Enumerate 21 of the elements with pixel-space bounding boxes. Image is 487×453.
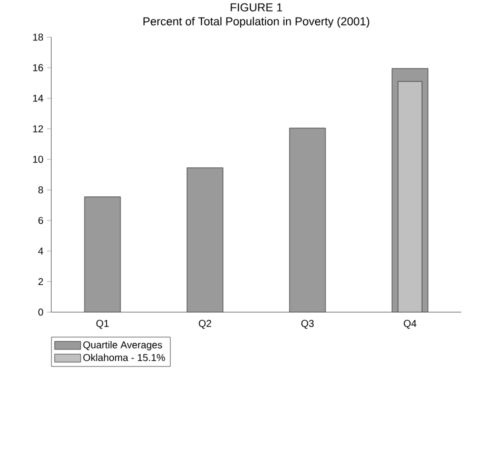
x-tick-label: Q2 [198, 320, 212, 329]
y-tick-label: 14 [33, 94, 44, 102]
legend-label: Quartile Averages [83, 341, 162, 351]
y-tick-label: 16 [33, 64, 44, 72]
x-tick-label: Q1 [96, 320, 109, 329]
y-tick-label: 8 [38, 186, 44, 194]
x-tick-label: Q4 [404, 320, 416, 329]
y-tick-label: 6 [38, 217, 44, 224]
legend-label: Oklahoma - 15.1% [83, 354, 165, 362]
bar [84, 196, 121, 312]
bar [186, 168, 224, 312]
chart-subtitle: Percent of Total Population in Poverty (2001) [144, 17, 370, 28]
y-tick-label: 18 [33, 34, 44, 41]
y-tick-label: 0 [38, 308, 44, 316]
y-tick-label: 10 [33, 156, 44, 164]
y-tick-label: 12 [33, 125, 43, 132]
x-tick-label: Q3 [301, 320, 314, 329]
y-tick-label: 2 [38, 278, 43, 286]
chart-title: FIGURE 1 [230, 3, 282, 12]
bar [289, 128, 326, 312]
y-tick-label: 4 [38, 248, 44, 255]
